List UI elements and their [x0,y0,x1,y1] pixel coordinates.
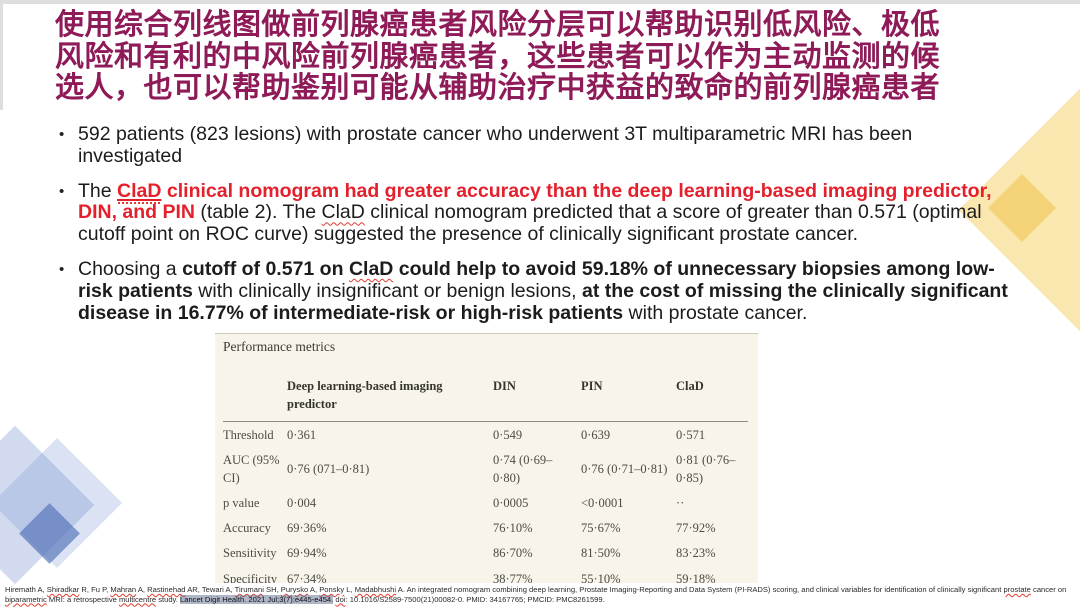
text-segment: ClaD [117,179,162,205]
text-segment: multicentre [118,594,157,604]
table-cell: <0·0001 [581,496,624,511]
screen-edge-left [0,0,3,110]
bullet-item: Choosing a cutoff of 0.571 on ClaD could… [57,257,1014,324]
table-cell: 0·81 (0·76–0·85) [676,452,736,485]
row-label: p value [223,496,260,511]
text-segment: clinical nomogram predicted that a score… [78,201,982,246]
text-segment: cutoff of 0.571 on [182,257,349,280]
text-segment: Ponsky [319,585,345,594]
table-cell: 38·77% [493,571,533,584]
column-header [223,355,287,423]
title-line: 使用综合列线图做前列腺癌患者风险分层可以帮助识别低风险、极低 [55,9,941,41]
text-segment: SH, [263,585,281,594]
text-segment: cancer on [1030,585,1067,594]
text-segment: R, Fu P, [79,585,111,594]
header-row: Deep learning-based imaging predictor DIN… [223,355,748,423]
row-label: Threshold [223,427,274,442]
table-row: Sensitivity 69·94% 86·70% 81·50% 83·23% [223,541,748,566]
table-cell: 0·0005 [493,496,529,511]
table-row: Accuracy 69·36% 76·10% 75·67% 77·92% [223,516,748,541]
text-segment: MRI: a retrospective [46,594,119,604]
metrics-table: Deep learning-based imaging predictor DIN… [223,355,748,583]
column-header: PIN [581,355,676,423]
row-label: AUC (95% CI) [223,452,280,485]
title-line: 选人，也可以帮助鉴别可能从辅助治疗中获益的致命的前列腺癌患者 [55,72,941,104]
table-cell: 81·50% [581,546,621,561]
text-segment: A, [136,585,148,594]
table-cell: 86·70% [493,546,533,561]
table-cell: 0·361 [287,427,317,442]
table-cell: 69·36% [287,521,327,536]
table-cell: 69·94% [287,546,327,561]
table-cell: 67·34% [287,571,327,584]
text-segment: 592 patients (823 lesions) with prostate… [78,123,913,167]
bullet-item: 592 patients (823 lesions) with prostate… [57,123,1014,168]
table-cell: 0·004 [287,496,317,511]
text-segment: Purysko [280,585,309,594]
table-cell: 0·639 [581,427,611,442]
table-cell: 75·67% [581,521,621,536]
table-row: p value 0·004 0·0005 <0·0001 ·· [223,491,748,516]
text-segment: L, [344,585,355,594]
text-segment: Lancet Digit Health. 2021 Jul;3(7):e445-… [180,594,334,604]
table-cell: ·· [676,496,685,511]
row-label: Sensitivity [223,546,277,561]
text-segment: clinical nomogram had greater accuracy t… [78,179,992,224]
table-row: Specificity 67·34% 38·77% 55·10% 59·18% [223,566,748,584]
text-segment: The [78,179,118,202]
table-cell: 0·549 [493,427,523,442]
table-caption: Performance metrics [223,339,336,354]
bullet-list: 592 patients (823 lesions) with prostate… [57,123,1014,337]
text-segment: biparametric [5,594,47,604]
text-segment: Hiremath A, [5,585,47,594]
text-segment: A, [308,585,320,594]
text-segment: Rastinehad [147,585,186,594]
text-segment: Shiradkar [46,585,80,594]
table-cell: 76·10% [493,521,533,536]
text-segment: prostate [1003,585,1031,594]
text-segment: study. [156,594,181,604]
table-cell: 0·76 (071–0·81) [287,461,370,476]
slide-title: 使用综合列线图做前列腺癌患者风险分层可以帮助识别低风险、极低 风险和有利的中风险… [55,9,1040,105]
table-cell: 0·571 [676,427,706,442]
column-header: ClaD [676,355,748,423]
text-segment: AR, Tewari A, [185,585,235,594]
text-segment: A. An integrated nomogram combining deep… [396,585,1004,594]
text-segment: ClaD [348,257,394,280]
text-segment: could help to avoid 59.18% of unnecessar… [78,257,995,302]
performance-table-figure: Performance metrics Deep learning-based … [215,333,758,583]
text-segment: with prostate cancer. [623,301,808,324]
table-cell: 59·18% [676,571,716,584]
text-segment: : 10.1016/S2589-7500(21)00082-0. PMID: 3… [345,594,605,604]
table-cell: 77·92% [676,521,716,536]
text-segment: Madabhushi [354,585,397,594]
text-segment: with clinically insignificant or benign … [192,279,582,302]
text-segment: at the cost of missing the clinically si… [78,279,1008,324]
text-segment: Tirumani [234,585,264,594]
text-segment: doi [335,594,346,604]
bullet-item: The ClaD clinical nomogram had greater a… [57,179,1014,246]
text-segment: Choosing a [78,257,183,280]
column-header: DIN [493,355,581,423]
text-segment: (table 2). The [195,201,322,224]
title-line: 风险和有利的中风险前列腺癌患者，这些患者可以作为主动监测的候 [55,40,941,73]
text-segment: ClaD [321,201,365,224]
table-row: AUC (95% CI) 0·76 (071–0·81) 0·74 (0·69–0·… [223,447,748,490]
table-cell: 55·10% [581,571,621,584]
row-label: Specificity [223,571,278,584]
citation: Hiremath A, Shiradkar R, Fu P, Mahran A,… [5,585,1076,604]
text-segment: Mahran [110,585,137,594]
table-cell: 0·76 (0·71–0·81) [581,461,668,476]
table-cell: 0·74 (0·69–0·80) [493,452,553,485]
table-row: Threshold 0·361 0·549 0·639 0·571 [223,422,748,448]
column-header: Deep learning-based imaging predictor [287,355,493,423]
table-cell: 83·23% [676,546,716,561]
row-label: Accuracy [223,521,271,536]
performance-table: Deep learning-based imaging predictor DIN… [223,355,748,583]
screen-edge-top [0,0,1080,4]
